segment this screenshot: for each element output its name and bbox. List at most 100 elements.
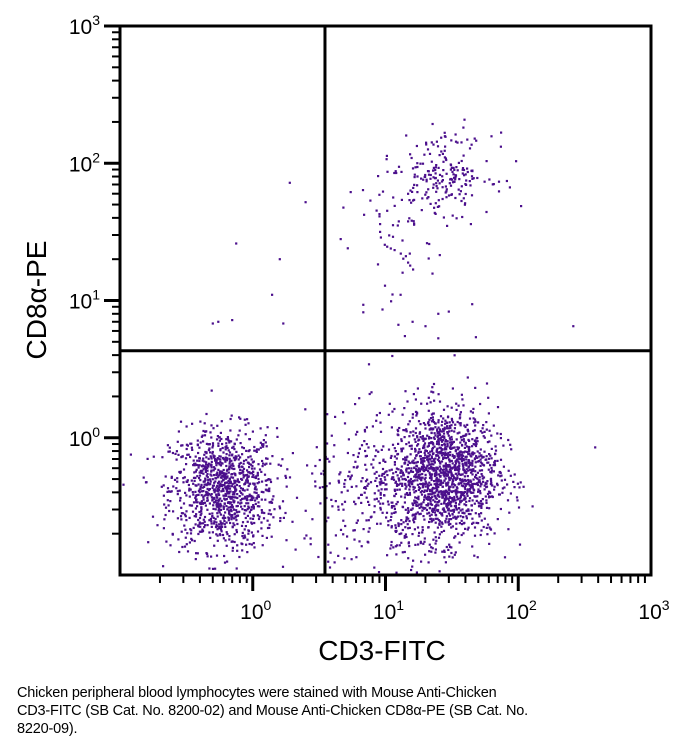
data-point [429, 489, 432, 492]
data-point [424, 173, 427, 177]
data-point [481, 431, 484, 434]
data-point [203, 434, 207, 437]
data-point [227, 449, 230, 452]
data-point [219, 502, 222, 505]
data-point [213, 491, 216, 494]
data-point [259, 441, 262, 444]
data-point [231, 453, 234, 456]
data-point [235, 567, 238, 570]
data-point [471, 438, 474, 441]
data-point [421, 476, 424, 479]
data-point [224, 492, 227, 495]
data-point [436, 431, 439, 434]
data-point [427, 173, 431, 176]
data-point [486, 492, 490, 496]
data-point [468, 445, 471, 449]
data-point [432, 469, 435, 472]
data-point [225, 464, 228, 468]
data-point [366, 478, 369, 481]
data-point [508, 511, 511, 514]
data-point [424, 553, 427, 556]
data-point [427, 461, 430, 464]
data-point [484, 481, 487, 484]
data-point [443, 550, 446, 553]
data-point [471, 170, 474, 173]
data-point [425, 482, 428, 485]
data-point [375, 449, 378, 452]
data-point [430, 431, 433, 434]
data-point [460, 458, 463, 461]
data-point [262, 443, 265, 446]
data-point [465, 455, 468, 458]
data-point [438, 533, 441, 536]
data-point [416, 444, 419, 447]
data-point [239, 417, 242, 420]
data-point [463, 494, 466, 497]
data-point [203, 515, 207, 519]
data-point [169, 544, 172, 547]
data-point [206, 464, 209, 467]
data-point [459, 411, 462, 414]
data-point [448, 545, 452, 548]
x-tick-label-100: 102 [506, 597, 537, 624]
data-point [453, 515, 456, 518]
data-point [221, 462, 224, 465]
data-point [435, 514, 438, 517]
data-point [416, 511, 419, 514]
data-point [400, 541, 403, 544]
data-point [485, 499, 488, 502]
data-point [480, 473, 483, 476]
data-point [387, 520, 390, 523]
data-point [211, 512, 214, 515]
data-point [228, 502, 231, 505]
data-point [204, 463, 208, 466]
data-point [446, 470, 449, 473]
data-point [231, 546, 234, 549]
data-point [122, 483, 125, 486]
data-point [309, 543, 312, 546]
data-point [454, 178, 457, 181]
data-point [253, 546, 256, 549]
data-point [499, 507, 502, 511]
data-point [321, 486, 324, 489]
data-point [432, 169, 435, 172]
data-point [390, 300, 393, 303]
data-point [466, 528, 469, 531]
data-point [244, 481, 247, 484]
data-point [520, 205, 523, 208]
data-point [207, 492, 210, 495]
data-point [184, 457, 188, 460]
data-point [450, 444, 453, 447]
data-point [215, 554, 219, 557]
data-point [482, 435, 485, 438]
data-point [252, 460, 255, 463]
data-point [435, 482, 439, 485]
data-point [443, 499, 446, 502]
data-point [406, 475, 410, 479]
data-point [434, 202, 437, 205]
data-point [223, 554, 226, 558]
data-point [445, 453, 448, 456]
data-point [367, 530, 370, 533]
data-point [462, 438, 465, 441]
data-point [219, 482, 222, 485]
data-point [432, 421, 436, 424]
data-point [248, 511, 251, 514]
data-point [429, 493, 432, 496]
data-point [494, 459, 497, 463]
data-point [252, 482, 255, 485]
data-point [391, 410, 394, 413]
data-point [448, 477, 451, 480]
data-point [245, 497, 249, 500]
data-point [226, 468, 229, 471]
data-point [429, 476, 432, 479]
data-point [434, 491, 437, 494]
data-point [306, 464, 309, 467]
data-point [332, 455, 335, 458]
data-point [441, 468, 444, 472]
data-point [440, 180, 444, 183]
x-axis-title: CD3-FITC [318, 635, 446, 666]
data-point [418, 506, 421, 510]
data-point [464, 425, 467, 429]
data-point [172, 510, 175, 513]
